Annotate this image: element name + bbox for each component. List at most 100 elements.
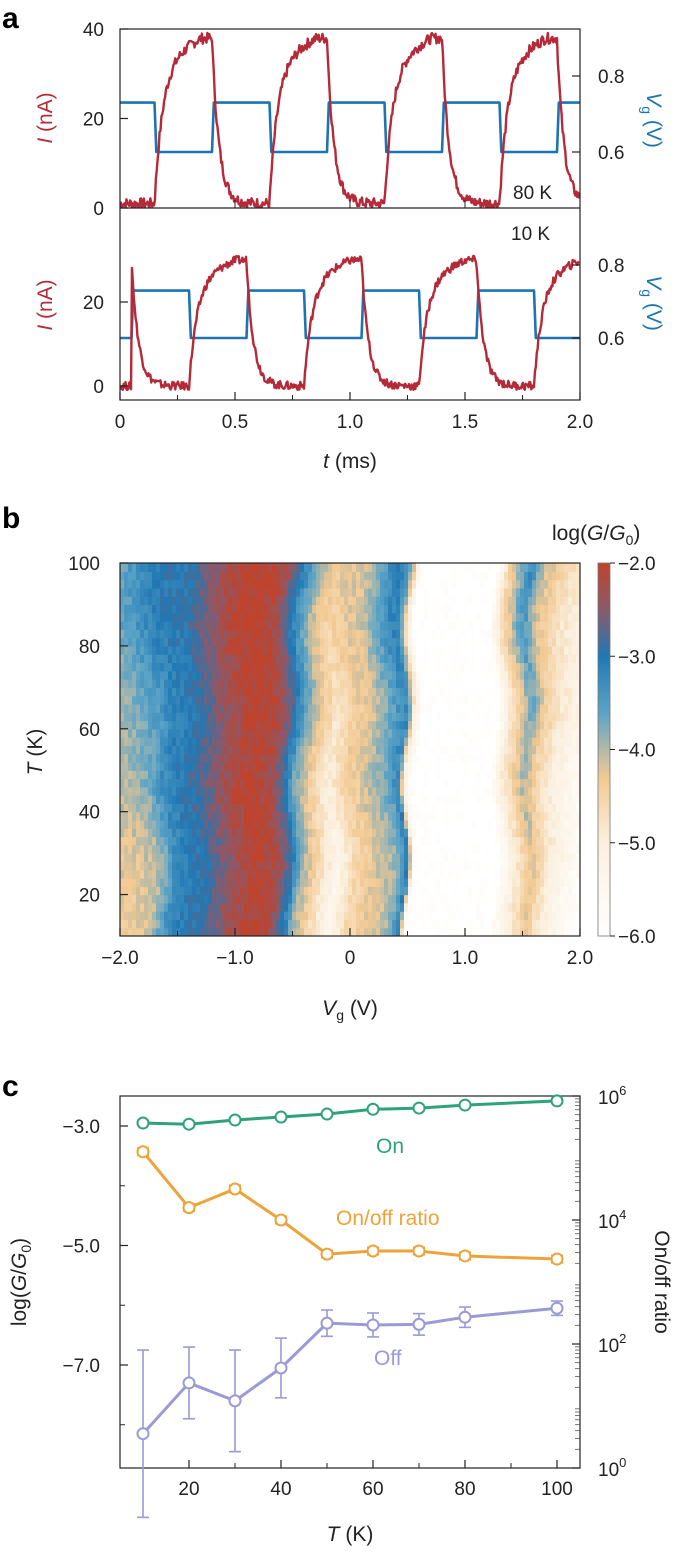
heatmap-cell: [216, 877, 221, 887]
annotation-10k: 10 K: [511, 224, 550, 245]
heatmap-cell: [440, 828, 445, 838]
heatmap-cell: [160, 728, 165, 738]
heatmap-cell: [464, 861, 469, 871]
heatmap-cell: [364, 886, 369, 896]
heatmap-cell: [372, 670, 377, 680]
heatmap-cell: [132, 836, 137, 846]
heatmap-cell: [332, 587, 337, 597]
heatmap-cell: [204, 786, 209, 796]
heatmap-cell: [376, 720, 381, 730]
heatmap-cell: [396, 836, 401, 846]
heatmap-cell: [232, 612, 237, 622]
heatmap-cell: [544, 795, 549, 804]
heatmap-cell: [156, 836, 161, 846]
heatmap-cell: [444, 637, 449, 647]
heatmap-cell: [508, 604, 513, 614]
heatmap-cell: [136, 927, 141, 936]
heatmap-cell: [220, 587, 225, 597]
heatmap-cell: [464, 869, 469, 879]
heatmap-cell: [212, 927, 217, 936]
heatmap-cell: [300, 778, 305, 788]
heatmap-cell: [412, 670, 417, 680]
heatmap-cell: [320, 621, 325, 630]
heatmap-cell: [352, 803, 357, 813]
panel-a-top-left-axis-label: I (nA): [34, 92, 57, 143]
heatmap-cell: [208, 662, 213, 672]
heatmap-cell: [180, 737, 185, 746]
heatmap-cell: [428, 596, 433, 606]
heatmap-cell: [532, 869, 537, 879]
heatmap-cell: [332, 811, 337, 821]
heatmap-cell: [512, 670, 517, 680]
heatmap-cell: [180, 803, 185, 813]
heatmap-cell: [504, 695, 509, 705]
heatmap-cell: [388, 927, 393, 936]
heatmap-cell: [336, 927, 341, 936]
heatmap-cell: [300, 753, 305, 763]
heatmap-cell: [424, 869, 429, 879]
heatmap-cell: [360, 778, 365, 788]
heatmap-cell: [264, 795, 269, 804]
heatmap-cell: [240, 737, 245, 746]
heatmap-cell: [300, 761, 305, 771]
heatmap-cell: [444, 894, 449, 904]
heatmap-cell: [232, 737, 237, 746]
heatmap-cell: [552, 886, 557, 896]
heatmap-cell: [512, 645, 517, 655]
heatmap-cell: [508, 720, 513, 730]
heatmap-cell: [336, 629, 341, 639]
heatmap-cell: [140, 728, 145, 738]
heatmap-cell: [396, 670, 401, 680]
heatmap-cell: [536, 828, 541, 838]
heatmap-cell: [248, 795, 253, 804]
heatmap-cell: [552, 836, 557, 846]
heatmap-cell: [244, 761, 249, 771]
heatmap-cell: [568, 844, 573, 854]
heatmap-cell: [364, 687, 369, 697]
heatmap-cell: [488, 869, 493, 879]
heatmap-cell: [556, 828, 561, 838]
heatmap-cell: [356, 737, 361, 746]
heatmap-cell: [144, 654, 149, 664]
heatmap-cell: [292, 811, 297, 821]
heatmap-cell: [280, 662, 285, 672]
heatmap-cell: [536, 778, 541, 788]
heatmap-cell: [136, 902, 141, 912]
heatmap-cell: [272, 761, 277, 771]
heatmap-cell: [556, 778, 561, 788]
heatmap-cell: [220, 819, 225, 829]
heatmap-cell: [256, 811, 261, 821]
heatmap-cell: [136, 786, 141, 796]
heatmap-cell: [312, 645, 317, 655]
heatmap-cell: [528, 695, 533, 705]
heatmap-cell: [244, 703, 249, 713]
heatmap-cell: [452, 902, 457, 912]
heatmap-cell: [340, 778, 345, 788]
heatmap-cell: [344, 679, 349, 688]
heatmap-cell: [332, 654, 337, 664]
heatmap-cell: [188, 703, 193, 713]
heatmap-cell: [172, 795, 177, 804]
heatmap-cell: [472, 629, 477, 639]
heatmap-cell: [484, 728, 489, 738]
heatmap-cell: [156, 720, 161, 730]
heatmap-cell: [560, 604, 565, 614]
heatmap-cell: [520, 662, 525, 672]
heatmap-cell: [320, 877, 325, 887]
heatmap-cell: [352, 728, 357, 738]
heatmap-cell: [180, 645, 185, 655]
heatmap-cell: [508, 853, 513, 862]
heatmap-cell: [344, 587, 349, 597]
heatmap-cell: [352, 828, 357, 838]
heatmap-cell: [368, 836, 373, 846]
heatmap-cell: [252, 844, 257, 854]
heatmap-cell: [368, 819, 373, 829]
heatmap-cell: [492, 819, 497, 829]
heatmap-cell: [380, 654, 385, 664]
heatmap-cell: [332, 596, 337, 606]
heatmap-cell: [276, 637, 281, 647]
heatmap-cell: [292, 720, 297, 730]
heatmap-cell: [384, 654, 389, 664]
heatmap-cell: [376, 836, 381, 846]
heatmap-cell: [264, 745, 269, 755]
